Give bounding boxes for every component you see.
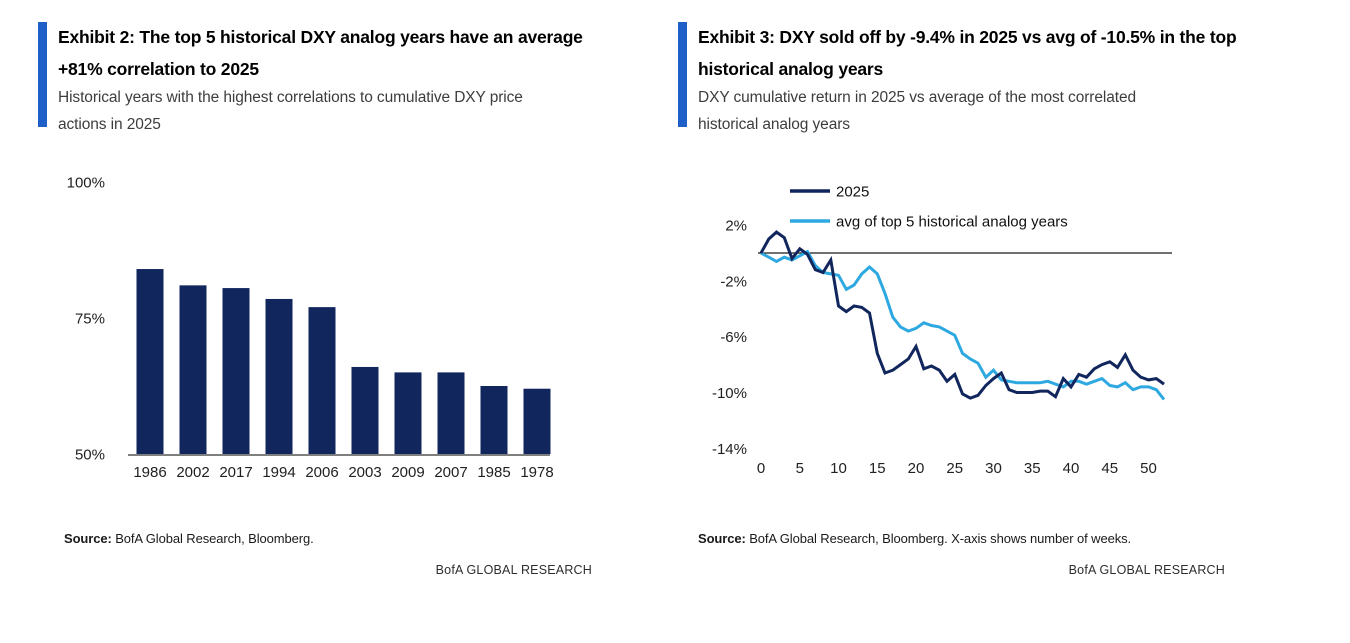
x-tick-label: 2003 (348, 464, 381, 481)
series-line-avg-of-top-5-historical-analog-years (760, 249, 1166, 401)
exhibit2-title: Exhibit 2: The top 5 historical DXY anal… (58, 21, 678, 85)
x-tick-label: 20 (908, 460, 925, 477)
x-tick-label: 10 (830, 460, 847, 477)
x-tick-label: 5 (796, 460, 804, 477)
series-line-2025 (759, 230, 1165, 400)
x-tick-label: 2007 (434, 464, 467, 481)
y-tick-label: -2% (720, 273, 747, 290)
exhibit3-source-label: Source: (698, 531, 746, 546)
exhibit2-subtitle: Historical years with the highest correl… (58, 84, 678, 138)
exhibit3-source: Source: BofA Global Research, Bloomberg.… (698, 531, 1131, 546)
legend-label-2: avg of top 5 historical analog years (836, 214, 1068, 231)
x-tick-label: 30 (985, 460, 1002, 477)
exhibit2-accent-bar (38, 22, 47, 127)
exhibit2-subtitle-line2: actions in 2025 (58, 116, 161, 133)
x-tick-label: 1986 (133, 464, 166, 481)
legend-label-1: 2025 (836, 184, 869, 201)
exhibit3-title-line2: historical analog years (698, 59, 884, 79)
y-tick-label: -6% (720, 329, 747, 346)
bar-2002 (179, 285, 207, 454)
exhibit3-line-chart: 2%-2%-6%-10%-14%0 5 10 15 20 25 30 35 40 45 502025… (712, 184, 1172, 477)
x-tick-label: 25 (946, 460, 963, 477)
bar-2009 (394, 372, 422, 454)
exhibit2-bar-chart: 100% 75% 50% 1986 2002 2017 1994 2006 2003 2009 20… (67, 175, 554, 482)
exhibit3-title-line1: Exhibit 3: DXY sold off by -9.4% in 2025… (698, 27, 1237, 47)
x-tick-label: 1978 (520, 464, 553, 481)
exhibit2-subtitle-line1: Historical years with the highest correl… (58, 89, 523, 106)
exhibit2-source-label: Source: (64, 531, 112, 546)
x-tick-label: 50 (1140, 460, 1157, 477)
x-tick-label: 2009 (391, 464, 424, 481)
exhibit3-title: Exhibit 3: DXY sold off by -9.4% in 2025… (698, 21, 1318, 85)
y-tick-label: -10% (712, 385, 747, 402)
x-tick-label: 2017 (219, 464, 252, 481)
exhibit3-subtitle-line2: historical analog years (698, 116, 850, 133)
exhibit3-accent-bar (678, 22, 687, 127)
x-tick-label: 40 (1063, 460, 1080, 477)
exhibit2-title-line1: Exhibit 2: The top 5 historical DXY anal… (58, 27, 583, 47)
y-tick-label: 100% (67, 175, 105, 192)
y-tick-label: 50% (75, 447, 105, 464)
bar-2003 (351, 366, 379, 454)
exhibit2-source: Source: BofA Global Research, Bloomberg. (64, 531, 314, 546)
bar-2006 (308, 307, 336, 454)
bar-1978 (523, 388, 551, 454)
x-tick-label: 45 (1101, 460, 1118, 477)
x-tick-label: 0 (757, 460, 765, 477)
x-tick-label: 2006 (305, 464, 338, 481)
bar-2007 (437, 372, 465, 454)
exhibit2-brand: BofA GLOBAL RESEARCH (435, 563, 592, 577)
y-tick-label: 2% (725, 218, 747, 235)
x-tick-label: 1985 (477, 464, 510, 481)
y-tick-label: 75% (75, 311, 105, 328)
bar-1986 (136, 269, 164, 454)
x-tick-label: 35 (1024, 460, 1041, 477)
exhibit3-subtitle: DXY cumulative return in 2025 vs average… (698, 84, 1318, 138)
x-tick-label: 2002 (176, 464, 209, 481)
exhibit2-source-text: BofA Global Research, Bloomberg. (111, 531, 314, 546)
x-tick-label: 15 (869, 460, 886, 477)
bar-2017 (222, 288, 250, 454)
bar-1994 (265, 298, 293, 454)
x-tick-label: 1994 (262, 464, 295, 481)
exhibit3-brand: BofA GLOBAL RESEARCH (1068, 563, 1225, 577)
exhibit2-title-line2: +81% correlation to 2025 (58, 59, 259, 79)
exhibit3-source-text: BofA Global Research, Bloomberg. X-axis … (745, 531, 1132, 546)
exhibit3-subtitle-line1: DXY cumulative return in 2025 vs average… (698, 89, 1136, 106)
bar-1985 (480, 386, 508, 454)
y-tick-label: -14% (712, 441, 747, 458)
